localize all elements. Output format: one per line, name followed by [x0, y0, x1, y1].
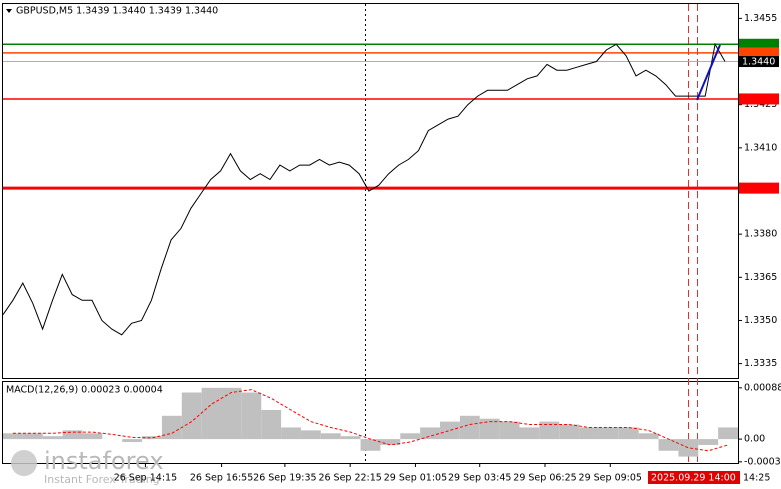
- x-end-label: 14:25: [743, 473, 770, 484]
- macd-bar: [519, 427, 540, 440]
- y-tick-label: 1.3365: [744, 272, 777, 283]
- macd-bar: [598, 427, 619, 440]
- y-tick-label: 1.3425: [744, 99, 777, 110]
- menu-arrow: [6, 9, 12, 13]
- macd-bar: [281, 427, 301, 440]
- trend-line: [696, 44, 721, 101]
- macd-bar: [579, 427, 599, 440]
- macd-bar: [122, 439, 143, 443]
- macd-bar: [380, 439, 401, 445]
- logo-icon: [11, 450, 37, 476]
- macd-bar: [658, 439, 679, 451]
- x-tick-label: 26 Sep 14:15: [114, 473, 177, 484]
- level-label-box: [739, 182, 779, 194]
- level-label-box: [739, 47, 779, 59]
- macd-bar: [62, 430, 83, 440]
- macd-bar: [22, 433, 43, 440]
- macd-bar: [221, 387, 242, 440]
- macd-bar: [559, 424, 580, 440]
- y-tick-label: 1.3335: [744, 358, 777, 369]
- cursor-label: 2025.09.29 14:00: [651, 473, 736, 484]
- chart-title: GBPUSD,M5 1.3439 1.3440 1.3439 1.3440: [16, 6, 218, 17]
- macd-bar: [82, 433, 103, 440]
- price-panel: [2, 3, 739, 379]
- macd-bar: [638, 433, 659, 440]
- macd-bar: [459, 415, 480, 440]
- y-tick-label: 0.00088: [744, 382, 781, 393]
- price-line: [2, 42, 726, 336]
- x-tick-label: 29 Sep 09:05: [579, 473, 642, 484]
- macd-bar: [618, 427, 639, 440]
- y-tick-label: -0.00039: [744, 456, 781, 467]
- macd-bar: [698, 439, 719, 445]
- level-label-box: [739, 93, 779, 105]
- level-label-box: [739, 38, 779, 50]
- x-tick-label: 29 Sep 01:05: [384, 473, 447, 484]
- level-label-box: [739, 56, 779, 68]
- macd-bar: [201, 387, 222, 440]
- x-tick-label: 26 Sep 19:35: [253, 473, 316, 484]
- macd-bar: [142, 436, 162, 440]
- macd-panel: [2, 381, 739, 464]
- slogan: Instant Forex Trading: [44, 473, 160, 486]
- macd-bar: [718, 427, 738, 440]
- macd-bar: [161, 415, 182, 440]
- x-tick-label: 29 Sep 03:45: [448, 473, 511, 484]
- signal-line: [12, 389, 729, 452]
- y-tick-label: 1.3410: [744, 142, 777, 153]
- macd-bar: [360, 439, 381, 451]
- macd-title: MACD(12,26,9) 0.00023 0.00004: [6, 385, 163, 396]
- x-tick-label: 26 Sep 16:55: [190, 473, 253, 484]
- x-tick-label: 26 Sep 22:15: [318, 473, 381, 484]
- macd-bar: [181, 392, 202, 440]
- macd-bar: [340, 436, 361, 440]
- macd-bar: [320, 433, 341, 440]
- macd-bar: [539, 421, 560, 440]
- macd-bar: [3, 433, 23, 440]
- y-tick-label: 0.00: [744, 434, 765, 445]
- macd-bar: [479, 418, 500, 440]
- level-label: 1.3440: [742, 57, 775, 68]
- macd-bar: [261, 409, 282, 440]
- y-tick-label: 1.3350: [744, 315, 777, 326]
- macd-bar: [400, 433, 421, 440]
- y-tick-label: 1.3455: [744, 13, 777, 24]
- macd-bar: [499, 421, 520, 440]
- x-tick-label: 29 Sep 06:25: [513, 473, 576, 484]
- macd-bar: [440, 421, 460, 440]
- macd-bar: [300, 430, 321, 440]
- macd-bar: [678, 439, 699, 457]
- macd-bar: [420, 427, 441, 440]
- brand: instaforex: [44, 447, 164, 475]
- cursor-label-box: [648, 471, 740, 484]
- macd-bar: [42, 436, 63, 440]
- macd-bar: [241, 392, 262, 440]
- y-tick-label: 1.3380: [744, 229, 777, 240]
